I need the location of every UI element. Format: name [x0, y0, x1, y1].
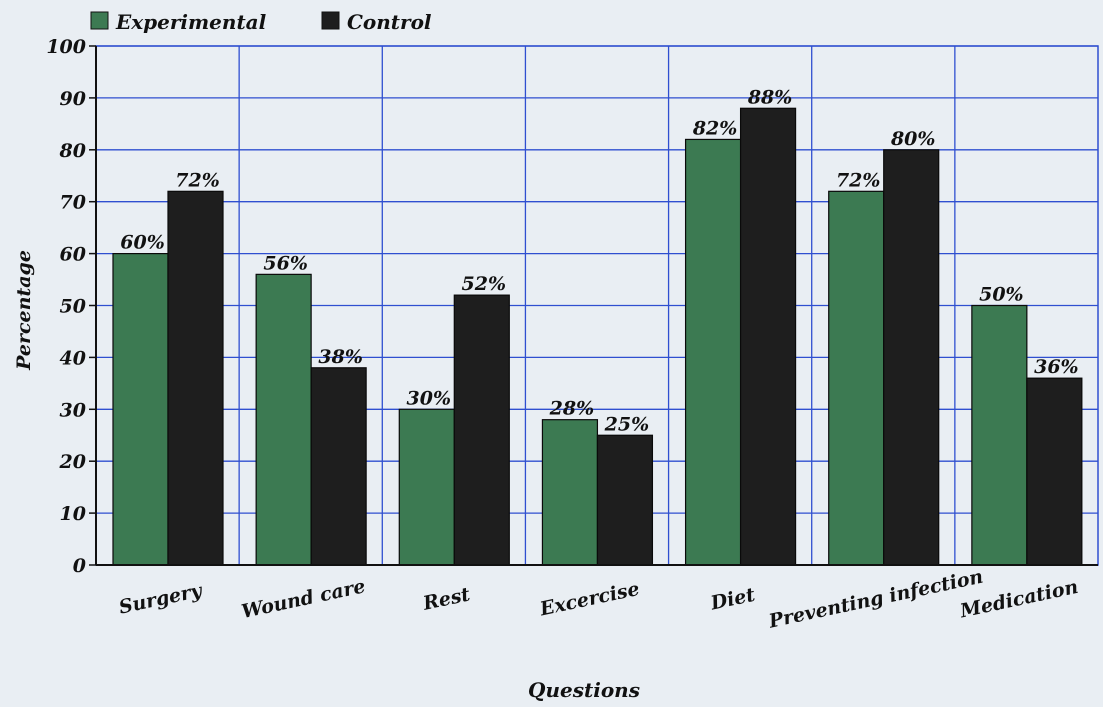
y-tick-label: 0	[73, 555, 86, 577]
data-label: 60%	[120, 232, 165, 254]
bar-control-6	[1026, 377, 1083, 566]
y-tick-label: 40	[60, 347, 86, 369]
y-tick-label: 20	[59, 451, 86, 473]
bar-experimental-3	[541, 419, 599, 566]
legend-label: Control	[347, 10, 432, 34]
bar-control-0	[167, 190, 224, 566]
bar-experimental-4	[684, 138, 742, 566]
data-label: 25%	[604, 413, 650, 435]
data-label: 36%	[1034, 356, 1079, 378]
legend-swatch-control	[321, 11, 340, 30]
x-axis-title: Questions	[528, 678, 640, 702]
data-label: 80%	[890, 128, 936, 150]
bar-control-3	[596, 434, 654, 566]
data-label: 30%	[407, 387, 452, 409]
y-tick-label: 30	[60, 399, 86, 421]
y-tick-label: 80	[59, 140, 86, 162]
bars	[112, 107, 1083, 566]
bar-experimental-5	[828, 190, 885, 566]
data-label: 82%	[692, 117, 738, 139]
data-label: 72%	[175, 169, 220, 191]
bar-control-2	[453, 294, 510, 566]
legend-label: Experimental	[115, 10, 267, 34]
data-label: 88%	[747, 86, 793, 108]
legend: Experimental Control	[90, 10, 432, 34]
legend-swatch-experimental	[90, 11, 109, 30]
bar-experimental-6	[971, 304, 1028, 566]
y-axis-title: Percentage	[13, 250, 35, 371]
data-label: 50%	[979, 284, 1024, 306]
y-tick-label: 90	[60, 88, 86, 110]
bar-experimental-0	[112, 253, 169, 566]
y-tick-label: 50	[60, 296, 86, 318]
y-tick-label: 10	[60, 503, 86, 525]
y-tick-label: 70	[60, 192, 86, 214]
data-label: 28%	[549, 398, 595, 420]
bar-control-1	[310, 367, 367, 566]
y-tick-label: 100	[46, 36, 86, 58]
data-label: 38%	[318, 346, 363, 368]
data-labels: 60% 72% 56% 38% 30% 52% 28% 25% 82% 88% 72% 80% 50% 3…	[120, 86, 1078, 435]
data-label: 72%	[836, 169, 881, 191]
y-tick-label: 60	[60, 244, 86, 266]
bar-control-5	[883, 149, 940, 566]
bar-experimental-1	[255, 273, 312, 566]
data-label: 52%	[462, 273, 507, 295]
data-label: 56%	[263, 252, 308, 274]
bar-control-4	[739, 107, 797, 566]
bar-experimental-2	[398, 408, 455, 566]
